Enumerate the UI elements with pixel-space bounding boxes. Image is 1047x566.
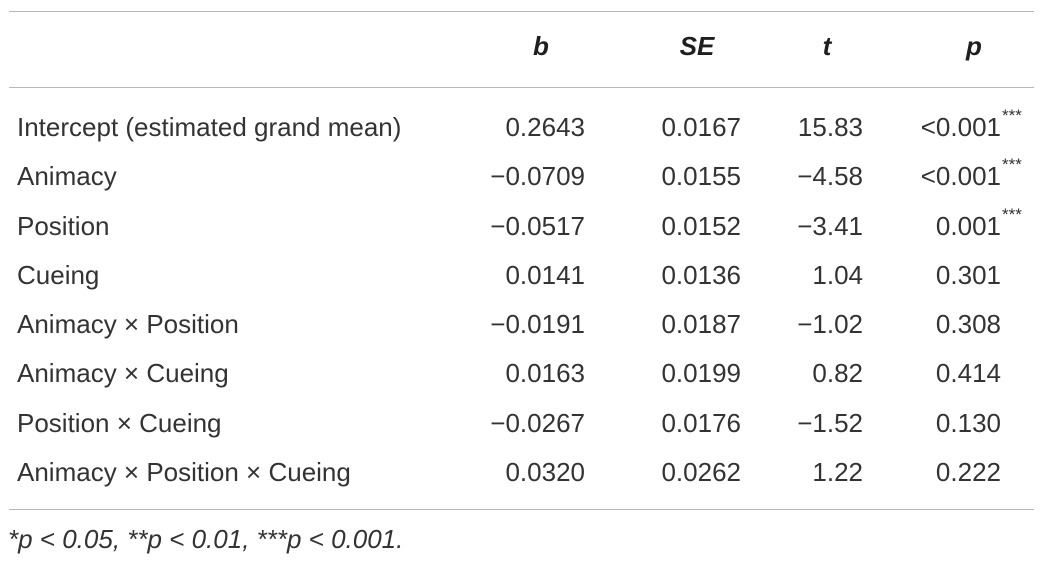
table-header-rule — [9, 87, 1034, 88]
se-cell: 0.0155 — [661, 161, 741, 192]
b-cell: 0.0163 — [505, 358, 585, 389]
t-cell: 15.83 — [797, 112, 863, 142]
column-header-p: p — [966, 31, 982, 61]
table-row: Cueing 0.0141 0.0136 1.04 0.301 — [0, 256, 1047, 305]
table-bottom-rule — [9, 509, 1034, 510]
p-cell: <0.001 — [920, 161, 1001, 192]
column-header-t: t — [822, 31, 832, 61]
p-cell: <0.001 — [920, 112, 1001, 142]
se-cell: 0.0136 — [661, 259, 741, 290]
column-header-se: SE — [679, 31, 715, 61]
table-top-rule — [9, 11, 1034, 12]
p-cell: 0.222 — [935, 457, 1001, 488]
se-cell: 0.0167 — [661, 112, 741, 142]
term-cell: Animacy × Position × Cueing — [17, 457, 351, 488]
p-cell: 0.414 — [935, 358, 1001, 389]
se-cell: 0.0262 — [661, 457, 741, 488]
table-body: Intercept (estimated grand mean) 0.2643 … — [0, 106, 1047, 502]
term-cell: Cueing — [17, 259, 100, 290]
t-cell: −3.41 — [797, 210, 863, 241]
term-cell: Animacy — [17, 161, 117, 192]
t-cell: −1.52 — [797, 407, 863, 438]
se-cell: 0.0176 — [661, 407, 741, 438]
p-cell: 0.130 — [935, 407, 1001, 438]
b-cell: −0.0191 — [490, 309, 585, 340]
se-cell: 0.0152 — [661, 210, 741, 241]
b-cell: −0.0267 — [490, 407, 585, 438]
table-row: Animacy × Cueing 0.0163 0.0199 0.82 0.41… — [0, 354, 1047, 403]
t-cell: 0.82 — [812, 358, 863, 389]
se-cell: 0.0187 — [661, 309, 741, 340]
table-row: Animacy × Position × Cueing 0.0320 0.026… — [0, 453, 1047, 502]
significance-footnote: *p < 0.05, **p < 0.01, ***p < 0.001. — [8, 524, 404, 554]
significance-stars: *** — [1002, 155, 1022, 175]
p-cell: 0.001 — [935, 210, 1001, 241]
significance-stars: *** — [1002, 106, 1022, 125]
t-cell: 1.04 — [812, 259, 863, 290]
b-cell: 0.0141 — [505, 259, 585, 290]
table-row: Animacy −0.0709 0.0155 −4.58 <0.001 *** — [0, 155, 1047, 206]
b-cell: 0.2643 — [505, 112, 585, 142]
p-cell: 0.301 — [935, 259, 1001, 290]
table-row: Position × Cueing −0.0267 0.0176 −1.52 0… — [0, 404, 1047, 453]
term-cell: Animacy × Position — [17, 309, 239, 340]
b-cell: 0.0320 — [505, 457, 585, 488]
term-cell: Position — [17, 210, 110, 241]
table-row: Animacy × Position −0.0191 0.0187 −1.02 … — [0, 305, 1047, 354]
p-cell: 0.308 — [935, 309, 1001, 340]
table-row: Position −0.0517 0.0152 −3.41 0.001 *** — [0, 205, 1047, 256]
term-cell: Animacy × Cueing — [17, 358, 229, 389]
column-header-b: b — [533, 31, 549, 61]
t-cell: −1.02 — [797, 309, 863, 340]
significance-stars: *** — [1002, 204, 1022, 224]
b-cell: −0.0517 — [490, 210, 585, 241]
t-cell: 1.22 — [812, 457, 863, 488]
t-cell: −4.58 — [797, 161, 863, 192]
table-row: Intercept (estimated grand mean) 0.2643 … — [0, 106, 1047, 157]
table-header-row: b SE t p — [0, 31, 1047, 71]
term-cell: Position × Cueing — [17, 407, 222, 438]
term-cell: Intercept (estimated grand mean) — [17, 112, 402, 142]
b-cell: −0.0709 — [490, 161, 585, 192]
se-cell: 0.0199 — [661, 358, 741, 389]
